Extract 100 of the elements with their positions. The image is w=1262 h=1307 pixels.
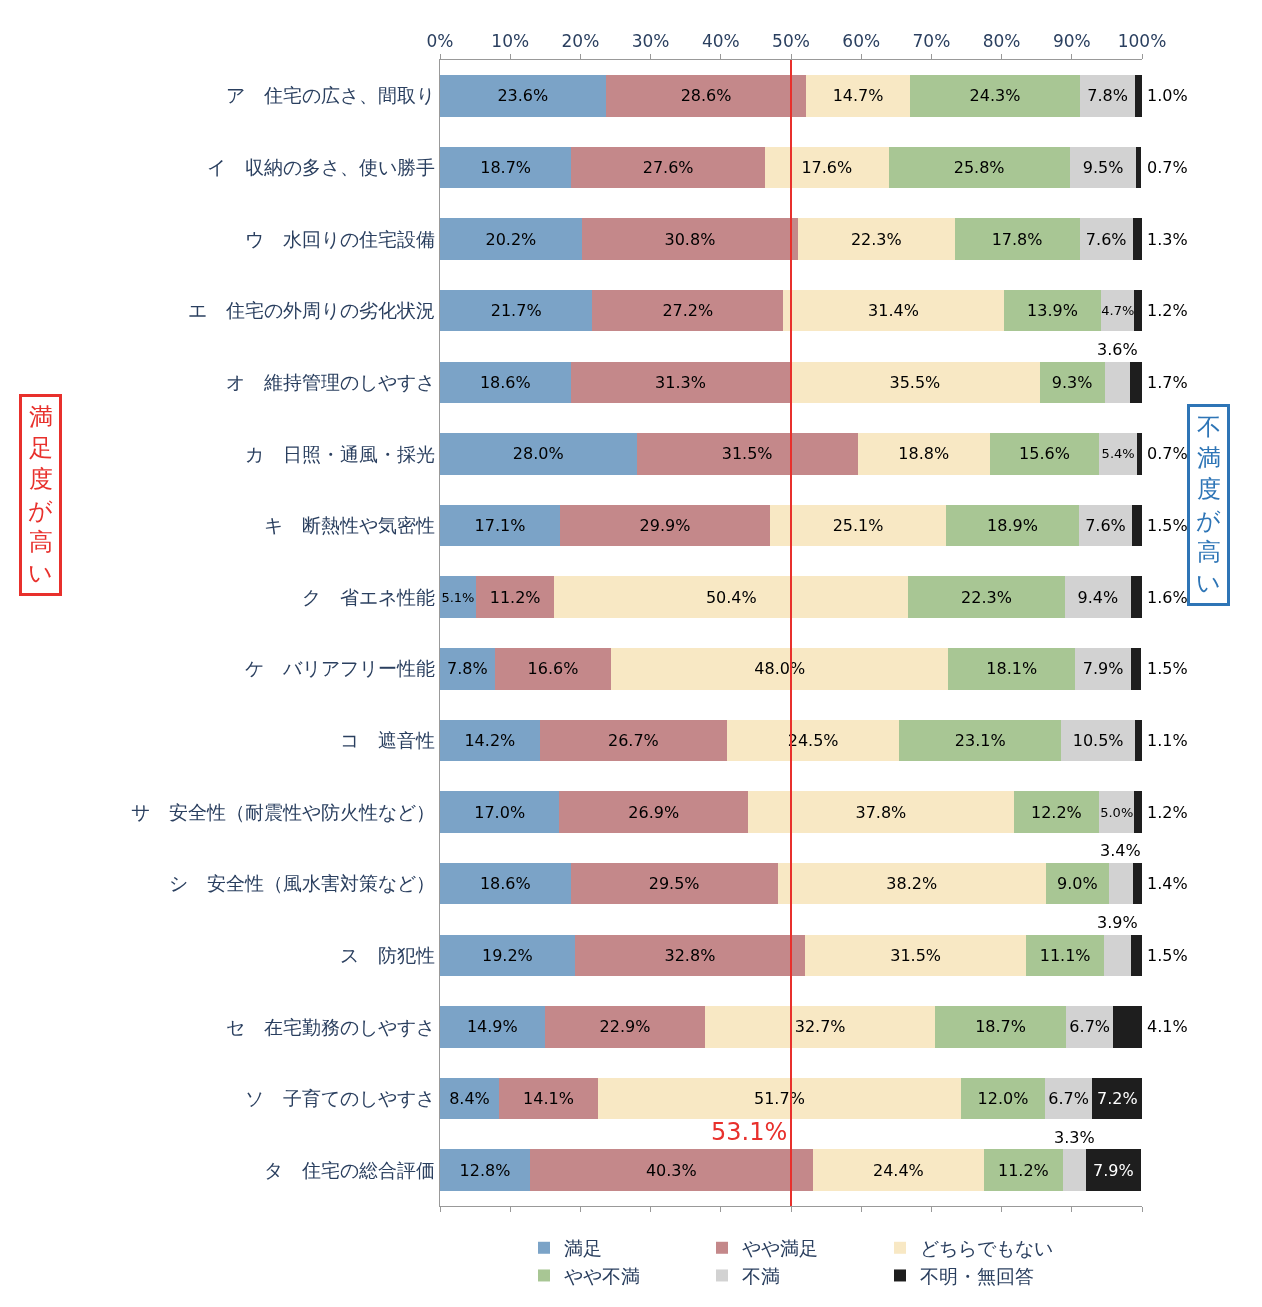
bar [440,75,606,117]
y-tick-label: シ 安全性（風水害対策など） [169,872,436,895]
bar [960,1077,1046,1120]
data-label: 1.6% [1147,588,1188,607]
data-label: 32.8% [664,945,716,965]
bar [1136,146,1142,189]
data-label: 12.0% [977,1089,1029,1109]
data-label: 26.9% [628,802,680,822]
bar [1013,791,1100,833]
data-label: 18.7% [975,1017,1026,1037]
bar [984,1149,1063,1191]
legend-label: やや満足 [742,1237,818,1260]
y-tick-label: イ 収納の多さ、使い勝手 [207,156,436,179]
data-label: 16.6% [527,659,579,679]
data-label: 18.6% [479,372,531,392]
y-tick-label: タ 住宅の総合評価 [264,1158,436,1181]
bar [1132,218,1142,260]
bar [1079,218,1133,260]
data-label: 15.6% [1019,444,1070,464]
data-label: 18.1% [986,659,1038,679]
legend-label: 満足 [564,1237,602,1260]
data-label: 1.3% [1147,230,1188,249]
data-label: 22.3% [850,229,902,249]
bar [989,433,1100,475]
bar [798,218,955,260]
bar [1134,289,1142,332]
bar [954,218,1080,260]
data-label: 26.7% [607,730,659,750]
bar [554,576,909,618]
bar [1130,648,1142,690]
data-label: 1.5% [1147,659,1188,678]
data-label: 4.1% [1147,1017,1188,1036]
data-label: 21.7% [490,301,542,321]
data-label: 37.8% [855,802,907,822]
data-label: 9.4% [1077,587,1119,607]
data-label: 12.2% [1030,802,1082,822]
data-label: 19.2% [481,945,533,965]
data-label: 25.8% [953,157,1005,177]
bar [1039,361,1105,404]
bar [440,289,593,332]
bar [888,146,1070,189]
data-label: 4.7% [1101,303,1135,319]
bar [440,146,572,189]
data-label: 29.5% [648,874,700,894]
bar [783,289,1004,332]
bar [611,648,949,690]
bar [636,433,858,475]
bar [440,791,560,833]
bar [440,1149,530,1191]
data-label: 27.6% [642,157,694,177]
bar [727,719,900,762]
data-label: 23.6% [497,86,549,106]
bar [948,648,1076,690]
y-tick-label: サ 安全性（耐震性や防火性など） [131,800,436,823]
data-label: 1.0% [1147,86,1188,105]
data-label: 9.5% [1082,157,1124,177]
bar [440,648,495,690]
bar [440,504,561,547]
x-tick-label: 40% [701,31,740,52]
bar [1061,719,1135,762]
data-label: 1.5% [1147,516,1188,535]
bar [946,504,1079,547]
bar [1003,289,1102,332]
data-label: 5.1% [441,589,475,605]
bar [934,1006,1067,1048]
x-tick-label: 80% [982,31,1021,52]
bar [748,791,1014,833]
bar [1134,719,1142,762]
data-label: 3.6% [1097,340,1138,359]
y-tick-label: カ 日照・通風・採光 [245,442,436,465]
y-tick-label: セ 在宅勤務のしやすさ [226,1015,436,1038]
data-label: 10.5% [1072,730,1124,750]
bar [705,1006,935,1048]
bar [571,146,766,189]
y-tick-label: オ 維持管理のしやすさ [226,370,436,393]
data-label: 13.9% [1027,301,1078,321]
bar [1134,791,1142,833]
x-tick-label: 100% [1117,31,1167,52]
y-tick-label: ク 省エネ性能 [302,585,436,608]
bar [1066,1006,1114,1048]
bar [1109,862,1133,905]
data-label: 50.4% [705,587,757,607]
data-label: 0.7% [1147,158,1188,177]
bar [1104,361,1131,404]
bar [790,361,1040,404]
bar [1137,433,1142,475]
bar [805,934,1027,977]
y-tick-label: ソ 子育てのしやすさ [245,1087,436,1110]
bar [1099,791,1135,833]
data-label: 27.2% [662,301,714,321]
bar [597,1077,961,1120]
data-label: 20.2% [485,229,537,249]
data-label: 6.7% [1048,1089,1089,1109]
data-label: 3.9% [1097,913,1138,932]
bar [1062,1149,1086,1191]
data-label: 11.2% [489,587,541,607]
bar [857,433,990,475]
data-label: 6.7% [1069,1017,1111,1037]
bar [899,719,1062,762]
data-label: 25.1% [832,516,884,536]
